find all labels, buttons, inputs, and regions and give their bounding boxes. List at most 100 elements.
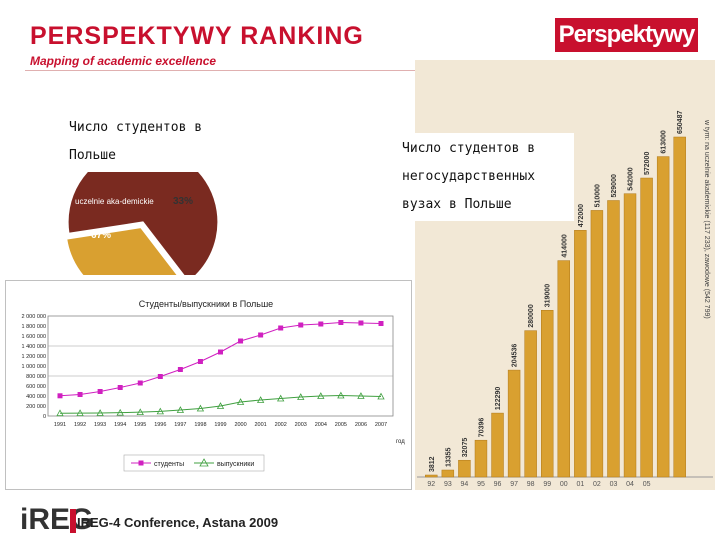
pie-slice-1: [65, 226, 178, 275]
bar-category-label: 95: [477, 481, 485, 488]
point-graduates: [116, 408, 124, 416]
bar-category-label: 05: [643, 481, 651, 488]
x-tick-label: 1998: [194, 422, 206, 428]
bar-value-label: 529000: [611, 174, 618, 197]
bar-value-label: 122290: [495, 387, 502, 410]
bar-value-label: 70396: [478, 418, 485, 438]
y-tick-label: 600 000: [26, 384, 46, 390]
point-graduates: [377, 392, 385, 400]
bar-13: [640, 177, 653, 478]
bar-caption: Число студентов в негосударственных вуза…: [398, 133, 574, 221]
x-tick-label: 1997: [174, 422, 186, 428]
bar-value-label: 280000: [528, 304, 535, 327]
header-divider: [25, 70, 705, 71]
bar-category-label: 94: [461, 481, 469, 488]
x-tick-label: 2002: [275, 422, 287, 428]
point-students: [218, 349, 223, 355]
y-tick-label: 800 000: [26, 374, 46, 380]
bar-14: [656, 156, 670, 478]
y-tick-label: 1 400 000: [22, 344, 46, 350]
footer-text: IREG-4 Conference, Astana 2009: [77, 515, 279, 530]
footer: iREG IREG-4 Conference, Astana 2009: [20, 503, 320, 537]
y-tick-label: 1 200 000: [22, 354, 46, 360]
point-graduates: [56, 409, 64, 417]
point-graduates: [277, 394, 285, 402]
legend-graduates: выпускники: [217, 461, 254, 468]
bar-category-label: 97: [510, 481, 518, 488]
bar-category-label: 02: [593, 481, 601, 488]
bar-0: [425, 474, 438, 478]
bar-12: [623, 193, 637, 478]
y-tick-label: 1 600 000: [22, 334, 46, 340]
point-students: [338, 320, 344, 325]
bar-value-label: 414000: [561, 234, 568, 257]
bar-category-label: 00: [560, 481, 568, 488]
point-students: [238, 338, 244, 344]
x-tick-label: 2001: [255, 422, 267, 428]
y-tick-label: 400 000: [26, 394, 46, 400]
bar-1: [441, 469, 455, 478]
bar-11: [607, 200, 620, 478]
bar-2: [458, 459, 471, 478]
bar-5: [507, 369, 521, 478]
bar-category-label: 96: [494, 481, 502, 488]
bar-category-label: 99: [543, 481, 551, 488]
bar-8: [557, 260, 570, 478]
point-graduates: [256, 396, 265, 403]
bar-value-label: 650487: [677, 111, 684, 134]
point-students: [278, 325, 284, 331]
bar-side-note: w tym: na uczelnie akademickie (117 233)…: [703, 119, 710, 319]
bar-10: [590, 210, 604, 478]
x-tick-label: 2007: [375, 422, 387, 428]
line-chart: Студенты/выпускники в Польше 0 200 000 400…: [22, 299, 405, 472]
point-graduates: [357, 392, 365, 399]
perspektywy-logo: Perspektywy: [555, 18, 698, 52]
point-students: [77, 392, 83, 397]
pie-label-academic: uczelnie aka-demickie: [75, 197, 154, 206]
x-tick-label: 1991: [54, 422, 66, 428]
bar-category-label: 93: [444, 481, 452, 488]
point-graduates: [216, 402, 225, 409]
point-students: [318, 321, 324, 327]
ireg-logo: iREG: [20, 503, 94, 536]
bar-value-label: 204536: [512, 344, 519, 367]
bar-category-label: 92: [427, 481, 435, 488]
point-graduates: [156, 407, 164, 415]
bar-value-label: 572000: [644, 152, 651, 175]
x-tick-label: 2000: [234, 422, 246, 428]
point-students: [197, 359, 203, 364]
pie-pct-academic: 67%: [91, 230, 111, 241]
point-students: [298, 322, 304, 328]
bar-chart: 3812 13355 32075 70396 122290 204536 280000 319…: [415, 60, 715, 490]
point-students: [97, 389, 103, 394]
point-students: [57, 393, 63, 399]
bar-value-label: 32075: [462, 438, 469, 458]
bar-value-label: 3812: [429, 456, 436, 472]
y-tick-label: 200 000: [26, 404, 46, 410]
bar-value-label: 13355: [445, 447, 452, 467]
pie-caption: Число студентов в Польше: [65, 112, 241, 172]
point-students: [177, 367, 183, 372]
bar-category-label: 01: [576, 481, 584, 488]
x-tick-label: 2004: [315, 422, 327, 428]
x-tick-label: 1992: [74, 422, 86, 428]
pie-slice-0: [67, 160, 219, 275]
point-students: [378, 321, 384, 326]
bar-15: [673, 136, 686, 478]
point-graduates: [96, 409, 104, 416]
point-graduates: [136, 408, 144, 416]
point-students: [358, 320, 364, 326]
bar-value-label: 542000: [628, 167, 635, 190]
bar-7: [541, 310, 554, 478]
page-subtitle: Mapping of academic excellence: [30, 54, 217, 68]
y-tick-label: 1 800 000: [22, 324, 46, 330]
line-chart-panel: Студенты/выпускники в Польше 0 200 000 400…: [5, 280, 412, 490]
y-tick-label: 2 000 000: [22, 314, 46, 320]
point-graduates: [317, 392, 325, 399]
bar-category-label: 03: [610, 481, 618, 488]
x-tick-label: 1995: [134, 422, 146, 428]
bar-value-label: 613000: [661, 130, 668, 153]
pie-pct-vocational: 33%: [173, 196, 193, 207]
x-tick-label: 2003: [295, 422, 307, 428]
